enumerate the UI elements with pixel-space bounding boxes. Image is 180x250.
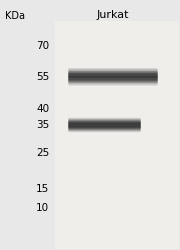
Text: KDa: KDa [5,11,25,21]
FancyBboxPatch shape [55,21,179,248]
Text: 10: 10 [36,203,49,213]
Text: Jurkat: Jurkat [97,10,129,20]
Text: 15: 15 [36,184,49,194]
Text: 55: 55 [36,72,49,82]
Text: 70: 70 [36,41,49,51]
Text: 40: 40 [36,104,49,114]
Text: 35: 35 [36,120,49,130]
Text: 25: 25 [36,148,49,158]
